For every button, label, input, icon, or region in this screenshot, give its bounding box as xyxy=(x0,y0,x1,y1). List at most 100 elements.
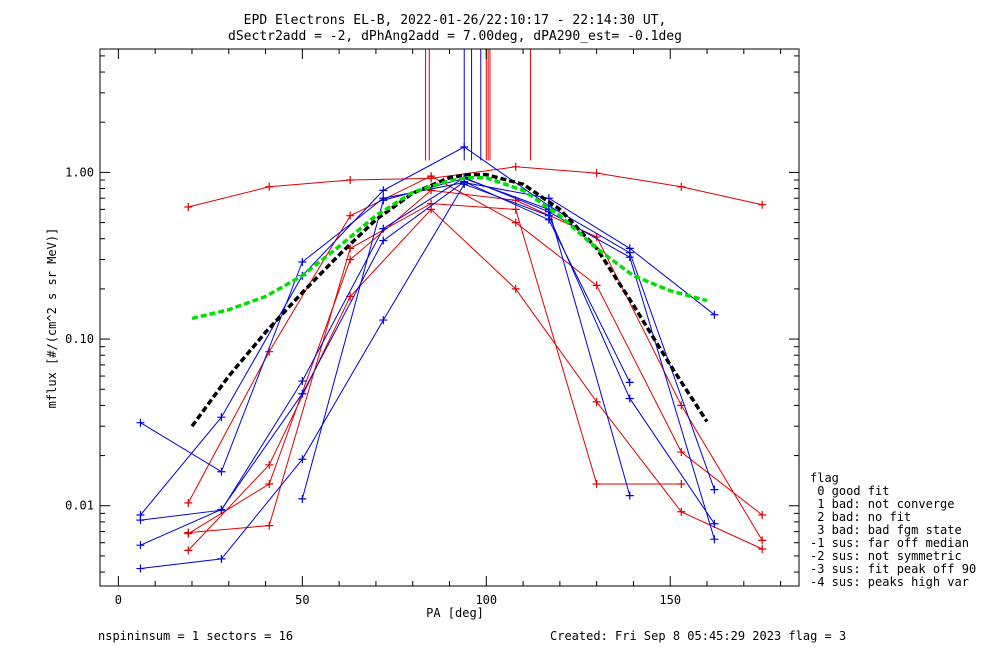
series-line xyxy=(187,175,763,516)
data-point xyxy=(677,182,686,191)
data-point xyxy=(511,162,520,171)
x-axis-label: PA [deg] xyxy=(426,606,484,620)
legend-title: flag xyxy=(810,471,839,485)
legend-item: 0 good fit xyxy=(810,484,889,498)
data-point xyxy=(427,172,436,181)
legend-item: 1 bad: not converge xyxy=(810,497,955,511)
series xyxy=(136,178,719,476)
data-point xyxy=(677,448,686,457)
data-point xyxy=(379,224,388,233)
data-point xyxy=(298,455,307,464)
legend-item: 2 bad: no fit xyxy=(810,510,911,524)
data-point xyxy=(217,554,226,563)
data-point xyxy=(677,480,686,489)
series-line xyxy=(188,189,763,541)
data-point xyxy=(710,519,719,528)
series-line xyxy=(301,177,631,499)
fit-curve-black xyxy=(190,172,709,428)
legend-item: 3 bad: bad fgm state xyxy=(810,523,962,537)
data-point xyxy=(758,200,767,209)
series xyxy=(298,174,634,503)
x-tick-label: 150 xyxy=(659,593,681,607)
data-point xyxy=(298,494,307,503)
data-point xyxy=(265,480,274,489)
data-point xyxy=(379,186,388,195)
data-point xyxy=(710,535,719,544)
fit-curves xyxy=(190,172,709,428)
data-point xyxy=(592,169,601,178)
series-line xyxy=(188,166,763,208)
data-point xyxy=(625,253,634,262)
series-line xyxy=(140,181,715,473)
data-point xyxy=(710,485,719,494)
data-point xyxy=(625,394,634,403)
series xyxy=(136,143,719,520)
data-point xyxy=(511,218,520,227)
data-point xyxy=(217,467,226,476)
data-point xyxy=(758,511,767,520)
footer-left: nspininsum = 1 sectors = 16 xyxy=(98,629,293,643)
data-point xyxy=(265,182,274,191)
plot-frame xyxy=(99,48,800,587)
series xyxy=(184,172,767,520)
series-line xyxy=(140,177,715,540)
data-point xyxy=(265,521,274,530)
fit-curve-green xyxy=(191,175,708,321)
series-line xyxy=(140,183,715,569)
y-tick-label: 0.01 xyxy=(65,499,94,513)
data-point xyxy=(184,528,193,537)
data-point xyxy=(298,258,307,267)
data-point xyxy=(677,507,686,516)
data-point xyxy=(217,413,226,422)
chart-title-line1: EPD Electrons EL-B, 2022-01-26/22:10:17 … xyxy=(244,13,667,28)
data-point xyxy=(379,196,388,205)
x-tick-label: 100 xyxy=(475,593,497,607)
data-point xyxy=(184,203,193,212)
series xyxy=(136,177,634,550)
data-point xyxy=(265,460,274,469)
legend-item: -1 sus: far off median xyxy=(810,536,969,550)
data-point xyxy=(592,281,601,290)
data-point xyxy=(136,418,145,427)
series xyxy=(136,173,719,544)
series xyxy=(184,162,767,212)
data-point xyxy=(710,310,719,319)
data-point xyxy=(758,536,767,545)
data-point xyxy=(346,211,355,220)
data-point xyxy=(346,176,355,185)
legend-item: -3 sus: fit peak off 90 xyxy=(810,562,976,576)
footer-right: Created: Fri Sep 8 05:45:29 2023 flag = … xyxy=(550,629,846,643)
series-line xyxy=(187,208,763,551)
peak-markers xyxy=(425,49,531,161)
x-tick-label: 50 xyxy=(295,593,309,607)
data-point xyxy=(298,389,307,398)
data-point xyxy=(184,498,193,507)
data-point xyxy=(460,143,469,152)
data-point xyxy=(379,236,388,245)
chart-title-line2: dSectr2add = -2, dPhAng2add = 7.00deg, d… xyxy=(228,29,682,44)
y-axis-label: mflux [#/(cm^2 s sr MeV)] xyxy=(45,228,59,409)
series-line xyxy=(140,146,715,516)
series xyxy=(184,199,686,537)
data-point xyxy=(379,316,388,325)
data-point xyxy=(592,480,601,489)
series xyxy=(184,205,767,555)
data-point xyxy=(136,541,145,550)
data-point xyxy=(346,255,355,264)
data-point xyxy=(136,564,145,573)
data-point xyxy=(625,378,634,387)
series xyxy=(136,180,719,573)
series xyxy=(184,186,767,545)
flag-legend: flag 0 good fit 1 bad: not converge 2 ba… xyxy=(810,471,976,589)
legend-item: -4 sus: peaks high var xyxy=(810,575,969,589)
legend-item: -2 sus: not symmetric xyxy=(810,549,962,563)
data-point xyxy=(511,284,520,293)
y-tick-label: 0.10 xyxy=(65,332,94,346)
data-point xyxy=(758,545,767,554)
series-line xyxy=(188,203,682,534)
data-point xyxy=(184,546,193,555)
data-series xyxy=(136,143,767,573)
data-point xyxy=(511,205,520,214)
y-tick-label: 1.00 xyxy=(65,165,94,179)
